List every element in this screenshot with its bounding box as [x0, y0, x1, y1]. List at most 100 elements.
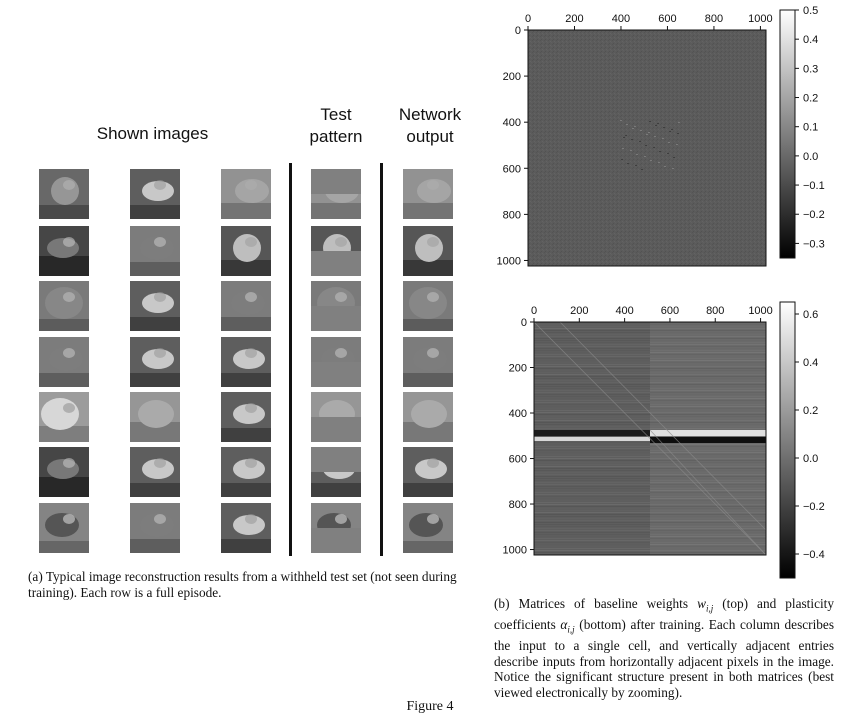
- heatmap-streak: [534, 362, 650, 363]
- heatmap-streak: [534, 390, 650, 391]
- heatmap-speckle: [650, 160, 652, 161]
- colorbar: [779, 9, 796, 259]
- heatmap-streak: [650, 342, 766, 343]
- heatmap-streak: [650, 446, 766, 447]
- heatmap-streak: [534, 398, 650, 399]
- heatmap-streak: [534, 464, 650, 465]
- heatmap-streak: [534, 508, 650, 509]
- y-tick-label: 0: [515, 25, 521, 37]
- heatmap-streak: [650, 514, 766, 515]
- heatmap-speckle: [627, 163, 629, 164]
- heatmap-streak: [534, 418, 650, 419]
- caption-b-part: (b) Matrices of baseline weights: [494, 596, 698, 611]
- plot-frame: [527, 29, 767, 267]
- heatmap-streak: [534, 494, 650, 495]
- heatmap-streak: [534, 482, 650, 483]
- heatmap-streak: [650, 400, 766, 401]
- colorbar-tick-label: 0.2: [803, 93, 818, 105]
- heatmap-streak: [534, 366, 650, 367]
- heatmap-band: [650, 437, 766, 443]
- heatmap-diagonal: [534, 322, 766, 555]
- shown-image-ship: [39, 503, 89, 553]
- heatmap-streak: [650, 540, 766, 541]
- colorbar-tick-label: 0.3: [803, 63, 818, 75]
- y-tick-label: 600: [503, 163, 521, 175]
- colorbar-tick-label: 0.2: [803, 405, 818, 417]
- heatmap-streak: [650, 552, 766, 553]
- heatmap-streak: [650, 370, 766, 371]
- heatmap-band: [534, 437, 650, 441]
- heatmap-streak: [534, 342, 650, 343]
- heatmap-streak: [650, 470, 766, 471]
- heatmap-streak: [650, 340, 766, 341]
- heatmap-streak: [650, 464, 766, 465]
- heatmap-streak: [534, 450, 650, 451]
- heatmap-streak: [650, 494, 766, 495]
- heatmap-streak: [650, 422, 766, 423]
- x-tick-label: 800: [706, 305, 724, 317]
- heatmap-streak: [650, 426, 766, 427]
- heatmap-speckle: [659, 151, 661, 152]
- heatmap-streak: [650, 418, 766, 419]
- heatmap-streak: [534, 484, 650, 485]
- network-output-header: Network output: [384, 104, 476, 148]
- heatmap-speckle: [673, 157, 675, 158]
- heatmap-speckle: [668, 142, 670, 143]
- heatmap-streak: [534, 548, 650, 549]
- colorbar-tick-label: −0.4: [803, 549, 825, 561]
- heatmap-streak: [650, 444, 766, 445]
- heatmap-streak: [534, 530, 650, 531]
- heatmap-streak: [650, 524, 766, 525]
- heatmap-streak: [534, 498, 650, 499]
- heatmap-speckle: [639, 141, 641, 142]
- heatmap-streak: [650, 500, 766, 501]
- heatmap-speckle: [625, 135, 627, 136]
- network-output-image: [403, 337, 453, 387]
- shown-image-frog: [39, 281, 89, 331]
- divider-line: [380, 163, 383, 556]
- heatmap-streak: [650, 546, 766, 547]
- heatmap-speckle: [657, 123, 659, 124]
- heatmap-streak: [534, 412, 650, 413]
- heatmap-streak: [650, 550, 766, 551]
- heatmap-streak: [650, 456, 766, 457]
- heatmap-streak: [650, 436, 766, 437]
- heatmap-streak: [534, 532, 650, 533]
- heatmap-speckle: [620, 120, 622, 121]
- heatmap-streak: [534, 488, 650, 489]
- heatmap-streak: [534, 550, 650, 551]
- heatmap-streak: [534, 446, 650, 447]
- heatmap-figure: 0 200 400 600 800 1000 0 200 400 600 800 1000 0.5 0.4…: [497, 5, 825, 579]
- w-subscript: i,j: [705, 603, 714, 614]
- heatmap-image: [534, 322, 766, 555]
- heatmap-streak: [650, 488, 766, 489]
- y-tick-label: 1000: [503, 545, 527, 557]
- heatmap-streak: [534, 448, 650, 449]
- heatmap-streak: [534, 376, 650, 377]
- heatmap-streak: [534, 356, 650, 357]
- caption-b-part: (bottom) after training. Each column des…: [494, 617, 834, 700]
- heatmap-streak: [650, 406, 766, 407]
- heatmap-speckle: [634, 126, 636, 127]
- heatmap-streak: [534, 520, 650, 521]
- heatmap-streak: [534, 416, 650, 417]
- heatmap-streak: [534, 414, 650, 415]
- test-pattern-image: [311, 392, 361, 442]
- y-tick-label: 400: [503, 117, 521, 129]
- heatmap-speckle: [667, 153, 669, 154]
- heatmap-streak: [650, 462, 766, 463]
- heatmap-streak: [534, 436, 650, 437]
- colorbar-tick-label: −0.3: [803, 238, 825, 250]
- heatmap-streak: [534, 420, 650, 421]
- heatmap-streak: [650, 468, 766, 469]
- shown-image-bird: [221, 503, 271, 553]
- net-header-line2: output: [406, 127, 454, 146]
- shown-image-horse: [39, 447, 89, 497]
- heatmap-streak: [650, 484, 766, 485]
- heatmap-streak: [650, 344, 766, 345]
- heatmap-streak: [650, 466, 766, 467]
- network-output-image: [403, 226, 453, 276]
- shown-image-parrot: [39, 169, 89, 219]
- heatmap-speckle: [648, 132, 650, 133]
- colorbar: [779, 301, 796, 579]
